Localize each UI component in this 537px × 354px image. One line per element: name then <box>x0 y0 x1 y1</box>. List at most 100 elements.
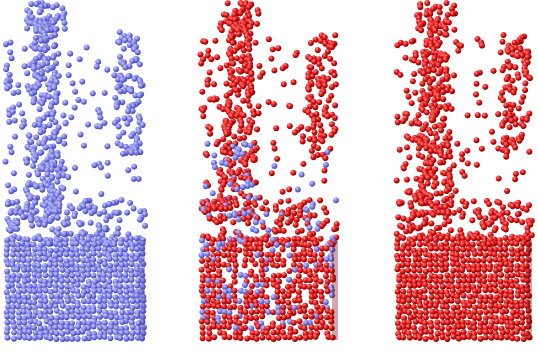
particle <box>60 185 67 192</box>
particle <box>21 273 28 280</box>
particle <box>26 335 33 341</box>
particle <box>246 46 253 53</box>
particle <box>216 282 223 289</box>
particle <box>11 297 18 304</box>
particle <box>265 99 272 105</box>
particle <box>264 276 271 283</box>
particle <box>254 281 261 288</box>
particle <box>84 246 91 253</box>
particle <box>312 282 319 289</box>
particle <box>15 309 22 316</box>
particle <box>52 208 59 215</box>
particle <box>509 282 516 289</box>
particle <box>228 55 235 62</box>
particle <box>255 10 262 17</box>
particle <box>46 122 53 129</box>
particle <box>424 180 431 187</box>
particle <box>239 151 246 158</box>
particle <box>482 319 489 326</box>
particle <box>140 314 146 321</box>
particle <box>35 171 42 178</box>
particle <box>24 242 31 249</box>
particle <box>502 226 509 233</box>
particle <box>464 251 471 258</box>
particle <box>60 112 67 119</box>
particle <box>236 247 243 254</box>
particle <box>436 209 442 216</box>
particle <box>93 231 100 238</box>
particle <box>415 59 422 66</box>
particle <box>442 154 449 161</box>
particle <box>80 98 87 105</box>
particle <box>308 324 315 331</box>
particle <box>439 83 446 90</box>
particle <box>270 336 277 342</box>
particle <box>526 202 532 209</box>
particle <box>451 26 458 33</box>
particle <box>416 262 423 268</box>
particle <box>417 289 424 295</box>
particle <box>477 250 484 257</box>
particle <box>455 283 462 290</box>
particle <box>291 236 298 242</box>
particle <box>438 235 445 242</box>
particle <box>199 335 206 342</box>
particle <box>455 335 462 342</box>
particle <box>222 174 229 181</box>
particle <box>408 100 415 107</box>
particle <box>413 175 420 182</box>
particle <box>451 328 457 335</box>
particle <box>400 235 407 241</box>
particle <box>233 324 239 331</box>
particle <box>59 330 66 337</box>
particle <box>406 309 412 316</box>
particle <box>455 272 462 279</box>
particle <box>417 302 424 309</box>
particle <box>321 53 328 59</box>
particle <box>311 252 318 259</box>
particle <box>229 39 236 46</box>
particle <box>106 255 113 262</box>
particle <box>447 153 454 160</box>
particle <box>329 334 336 341</box>
particle <box>493 267 499 274</box>
particle <box>198 266 205 273</box>
particle <box>262 236 269 243</box>
particle <box>124 293 130 300</box>
particle <box>14 241 21 248</box>
particle <box>46 93 52 100</box>
particle <box>519 250 526 257</box>
particle <box>443 261 450 268</box>
particle <box>211 334 218 341</box>
particle <box>48 293 55 300</box>
particle <box>206 325 213 332</box>
particle <box>20 257 27 264</box>
particle <box>315 56 322 63</box>
particle <box>507 106 514 113</box>
particle <box>512 64 519 71</box>
particle <box>477 298 484 305</box>
particle <box>61 231 68 238</box>
particle <box>503 76 510 83</box>
particle <box>421 294 428 301</box>
particle <box>14 277 21 283</box>
particle <box>125 167 132 174</box>
particle <box>58 262 65 269</box>
particle <box>205 335 212 342</box>
particle <box>470 298 477 305</box>
particle <box>497 303 504 310</box>
particle <box>328 131 335 138</box>
particle <box>461 302 468 309</box>
particle <box>63 324 70 331</box>
particle <box>122 284 129 291</box>
particle <box>243 293 250 300</box>
particle <box>295 289 302 296</box>
particle <box>328 256 335 262</box>
particle <box>79 250 86 257</box>
particle <box>313 267 320 273</box>
particle <box>139 283 146 290</box>
particle <box>480 257 487 264</box>
particle <box>85 308 92 315</box>
particle <box>419 80 426 87</box>
particle <box>227 283 234 290</box>
